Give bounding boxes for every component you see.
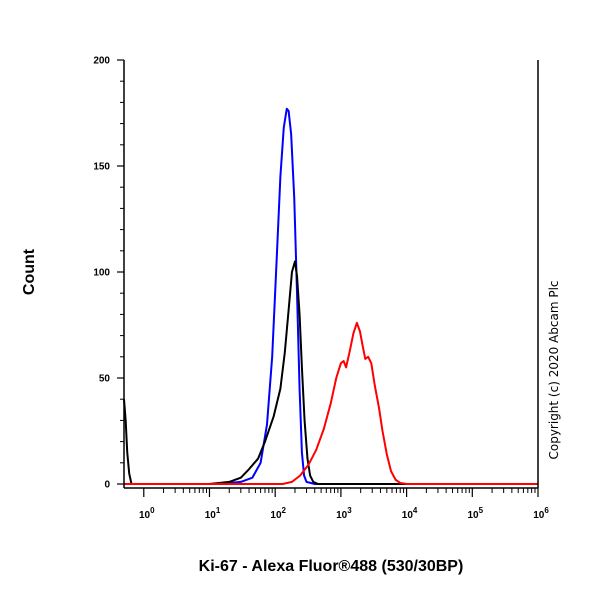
x-tick-label: 102 bbox=[270, 506, 286, 521]
x-tick-exponent: 6 bbox=[544, 506, 549, 515]
series-group bbox=[123, 107, 538, 485]
x-tick-label: 103 bbox=[336, 506, 352, 521]
x-tick-exponent: 4 bbox=[413, 506, 418, 515]
series-line-0 bbox=[124, 107, 538, 485]
y-tick-label: 100 bbox=[93, 268, 110, 279]
series-line-1 bbox=[123, 260, 538, 485]
x-tick-label: 104 bbox=[402, 506, 418, 521]
x-tick-exponent: 1 bbox=[216, 506, 221, 515]
copyright-notice: Copyright (c) 2020 Abcam Plc bbox=[547, 280, 561, 459]
x-axis-title: Ki-67 - Alexa Fluor®488 (530/30BP) bbox=[199, 558, 464, 575]
y-tick-label: 0 bbox=[104, 480, 110, 491]
y-tick-label: 50 bbox=[99, 374, 111, 385]
x-tick-exponent: 0 bbox=[150, 506, 155, 515]
y-axis-title: Count bbox=[21, 248, 38, 295]
x-tick-label: 101 bbox=[205, 506, 221, 521]
x-tick-exponent: 3 bbox=[347, 506, 352, 515]
x-tick-label: 105 bbox=[468, 506, 484, 521]
y-tick-label: 200 bbox=[93, 56, 110, 67]
x-tick-exponent: 2 bbox=[282, 506, 287, 515]
series-line-2 bbox=[124, 321, 538, 485]
x-tick-label: 106 bbox=[533, 506, 549, 521]
y-tick-label: 150 bbox=[93, 162, 110, 173]
x-tick-label: 100 bbox=[139, 506, 155, 521]
x-tick-exponent: 5 bbox=[479, 506, 484, 515]
